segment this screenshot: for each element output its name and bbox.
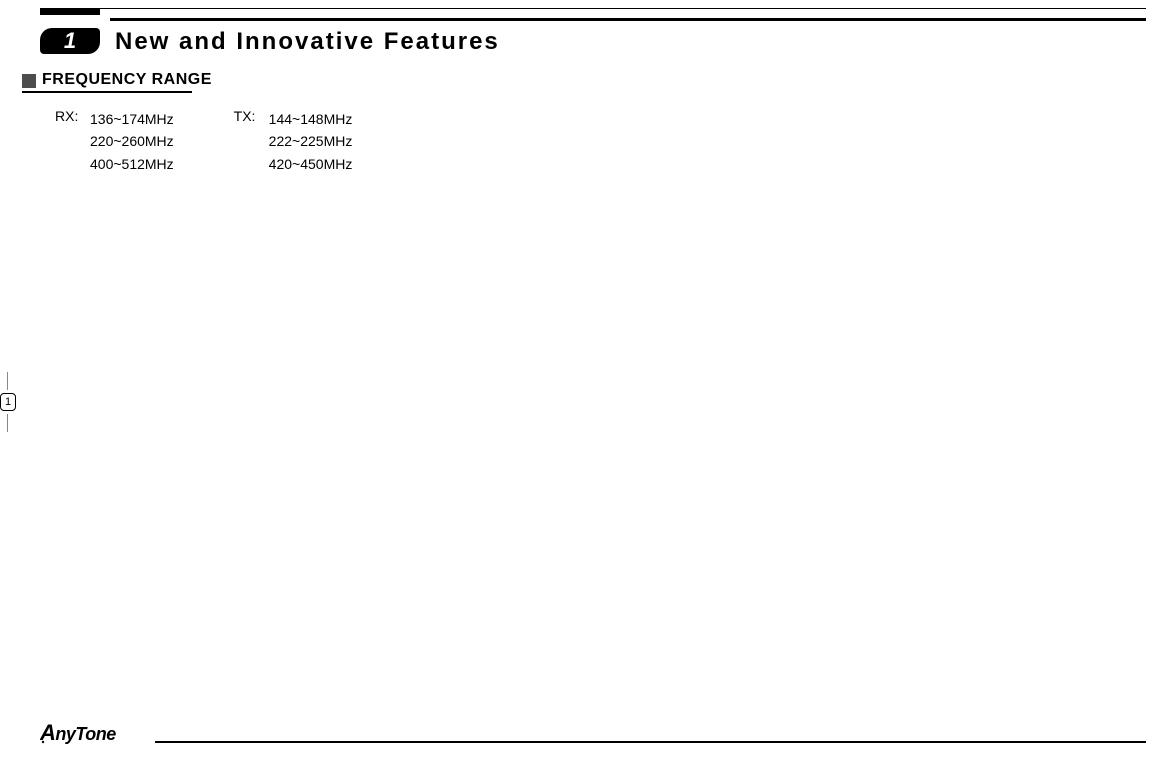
page-marker-line	[7, 414, 8, 432]
chapter-number-badge: 1	[40, 28, 100, 54]
tx-value: 144~148MHz	[269, 108, 353, 130]
footer-rule	[155, 741, 1146, 743]
rx-value: 220~260MHz	[90, 130, 174, 152]
footer-brand-logo: AnyTone	[40, 722, 150, 751]
svg-text:AnyTone: AnyTone	[40, 722, 116, 745]
section-title: FREQUENCY RANGE	[42, 71, 212, 89]
rx-label: RX:	[55, 108, 90, 124]
section-underline	[22, 91, 192, 93]
rx-value: 400~512MHz	[90, 153, 174, 175]
page-marker-line	[7, 372, 8, 390]
tx-column: TX: 144~148MHz 222~225MHz 420~450MHz	[234, 108, 353, 175]
tx-value: 420~450MHz	[269, 153, 353, 175]
top-rule-thick	[110, 18, 1146, 21]
rx-value: 136~174MHz	[90, 108, 174, 130]
top-accent-block	[40, 8, 100, 15]
page-number-marker: 1	[0, 393, 16, 411]
rx-column: RX: 136~174MHz 220~260MHz 400~512MHz	[55, 108, 174, 175]
tx-value: 222~225MHz	[269, 130, 353, 152]
section-accent-block	[22, 74, 36, 88]
tx-label: TX:	[234, 108, 269, 124]
frequency-range-table: RX: 136~174MHz 220~260MHz 400~512MHz TX:…	[55, 108, 352, 175]
chapter-title: New and Innovative Features	[115, 28, 500, 56]
top-rule-thin	[40, 8, 1146, 9]
